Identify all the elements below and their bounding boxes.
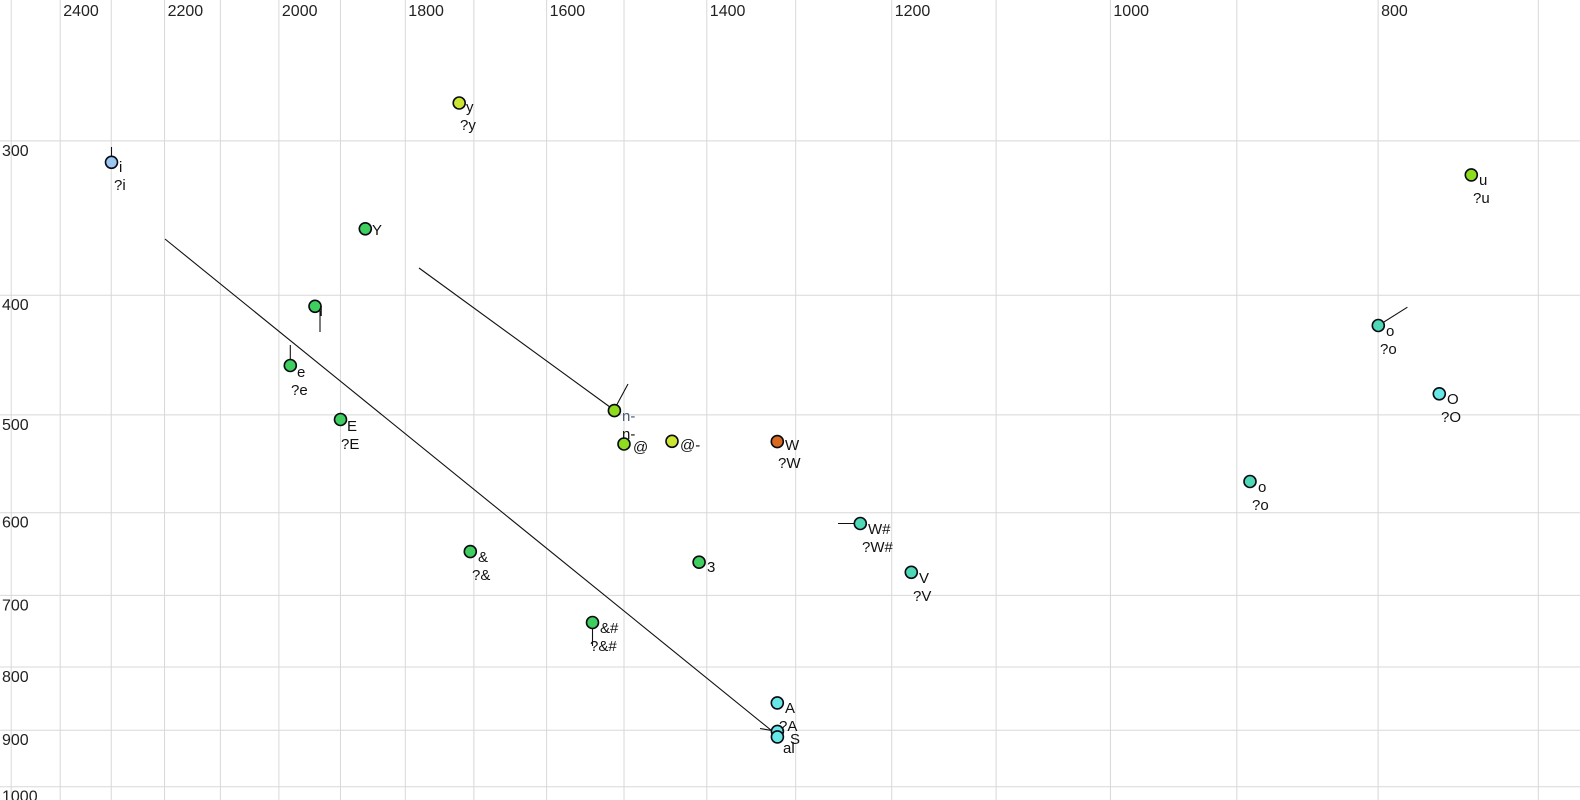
svg-text:W#: W# — [868, 521, 891, 538]
svg-text:Y: Y — [372, 222, 382, 239]
svg-text:1200: 1200 — [895, 3, 931, 20]
svg-text:800: 800 — [2, 669, 29, 686]
svg-text:o: o — [1258, 479, 1266, 496]
svg-text:2400: 2400 — [63, 3, 99, 20]
svg-text:&: & — [478, 549, 488, 566]
svg-text:O: O — [1447, 391, 1459, 408]
svg-text:?y: ?y — [460, 117, 476, 134]
svg-text:al: al — [783, 740, 795, 757]
svg-text:?W: ?W — [778, 455, 801, 472]
svg-text:@: @ — [633, 439, 648, 456]
svg-text:1400: 1400 — [710, 3, 746, 20]
svg-text:I: I — [319, 303, 323, 320]
svg-text:?&#: ?&# — [590, 638, 617, 655]
svg-text:n-: n- — [622, 408, 635, 425]
svg-text:V: V — [919, 570, 929, 587]
svg-text:?o: ?o — [1380, 341, 1397, 358]
svg-text:?o: ?o — [1252, 497, 1269, 514]
svg-text:600: 600 — [2, 515, 29, 532]
svg-text:1600: 1600 — [550, 3, 586, 20]
svg-text:500: 500 — [2, 417, 29, 434]
svg-text:2200: 2200 — [168, 3, 204, 20]
svg-text:300: 300 — [2, 143, 29, 160]
svg-text:?E: ?E — [341, 436, 359, 453]
svg-text:W: W — [785, 437, 800, 454]
svg-text:700: 700 — [2, 597, 29, 614]
svg-text:800: 800 — [1381, 3, 1408, 20]
svg-text:o: o — [1386, 323, 1394, 340]
svg-text:?u: ?u — [1473, 190, 1490, 207]
svg-text:900: 900 — [2, 732, 29, 749]
svg-text:e: e — [297, 364, 305, 381]
svg-text:1800: 1800 — [408, 3, 444, 20]
svg-text:y: y — [466, 99, 474, 116]
svg-text:?W#: ?W# — [862, 539, 894, 556]
svg-text:1000: 1000 — [1113, 3, 1149, 20]
svg-text:A: A — [785, 700, 795, 717]
svg-text:u: u — [1479, 172, 1487, 189]
svg-text:2000: 2000 — [282, 3, 318, 20]
svg-text:400: 400 — [2, 297, 29, 314]
svg-text:?e: ?e — [291, 382, 308, 399]
svg-text:i: i — [119, 159, 122, 176]
svg-text:1000: 1000 — [2, 789, 38, 800]
svg-text:?O: ?O — [1441, 409, 1461, 426]
svg-text:?i: ?i — [114, 177, 126, 194]
svg-text:3: 3 — [707, 559, 715, 576]
svg-text:E: E — [347, 418, 357, 435]
svg-text:@-: @- — [680, 437, 700, 454]
svg-text:?&: ?& — [472, 567, 490, 584]
svg-text:&#: &# — [600, 620, 619, 637]
svg-text:?V: ?V — [913, 588, 931, 605]
